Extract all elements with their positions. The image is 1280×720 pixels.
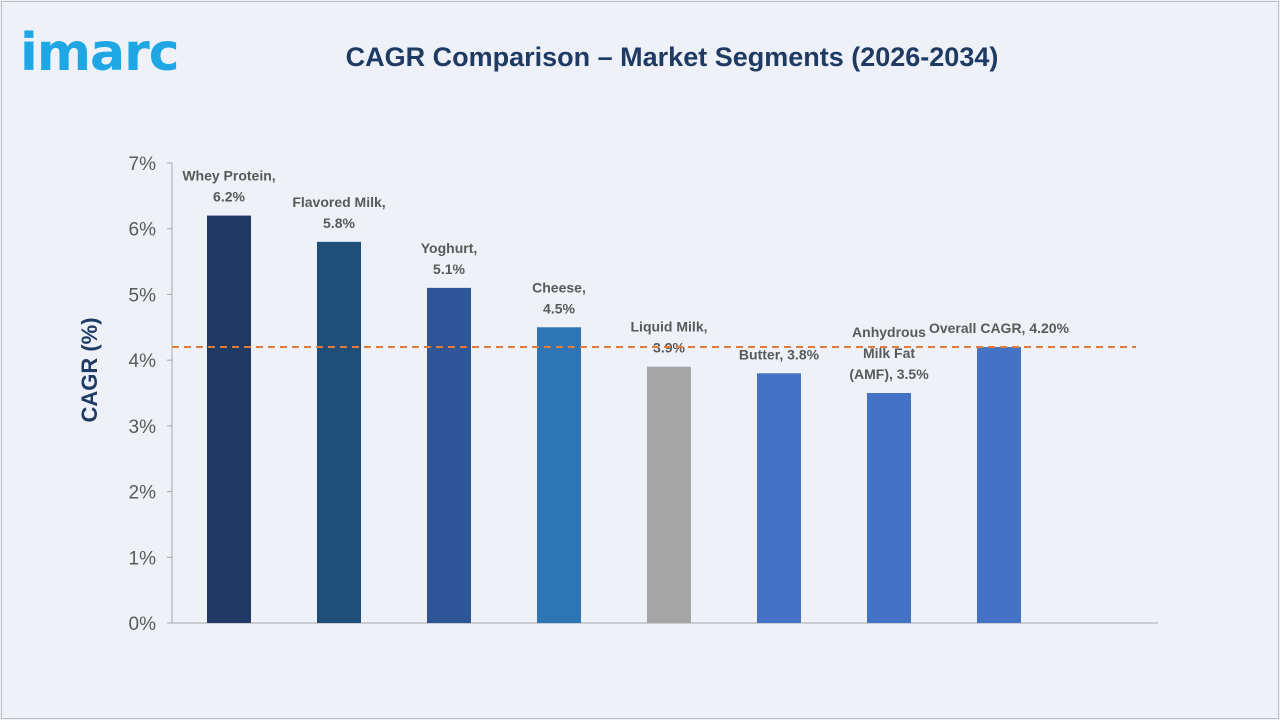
bar [537, 327, 581, 623]
bar [317, 241, 361, 623]
data-label: Overall CAGR, 4.20% [929, 320, 1070, 336]
bar [647, 366, 691, 623]
data-label: Flavored Milk, [292, 194, 385, 210]
y-tick-label: 0% [129, 614, 157, 635]
bar [207, 215, 251, 624]
y-tick-label: 4% [129, 351, 157, 372]
data-label: Anhydrous [852, 324, 926, 340]
bar [427, 287, 471, 623]
data-label: 5.1% [433, 261, 465, 277]
data-label: Liquid Milk, [631, 319, 708, 335]
bar [867, 393, 911, 623]
data-label: Milk Fat [863, 345, 915, 361]
data-label: 4.5% [543, 300, 575, 316]
y-tick-label: 6% [129, 220, 157, 241]
data-label: Cheese, [532, 279, 586, 295]
data-label: (AMF), 3.5% [849, 366, 929, 382]
y-tick-label: 3% [129, 417, 157, 438]
y-axis-title: CAGR (%) [77, 317, 102, 422]
data-label: 5.8% [323, 215, 355, 231]
data-label: Butter, 3.8% [739, 346, 820, 362]
y-tick-label: 1% [129, 548, 157, 569]
chart-title: CAGR Comparison – Market Segments (2026-… [345, 42, 999, 72]
y-tick-label: 5% [129, 285, 157, 306]
logo-text: imarc [20, 23, 179, 80]
y-tick-label: 7% [129, 154, 157, 175]
bar [757, 373, 801, 623]
data-label: Whey Protein, [182, 168, 275, 184]
y-tick-label: 2% [129, 483, 157, 504]
imarc-logo: imarc [20, 23, 180, 80]
data-label: Yoghurt, [421, 240, 478, 256]
bar [977, 347, 1021, 623]
data-label: 6.2% [213, 189, 245, 205]
